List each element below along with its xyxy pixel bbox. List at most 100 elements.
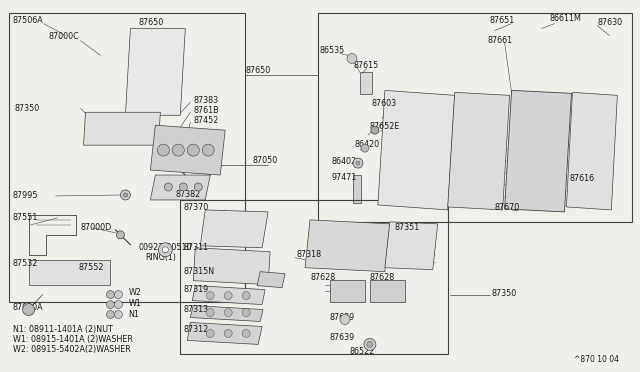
Bar — [330, 280, 365, 302]
Polygon shape — [29, 260, 111, 285]
Circle shape — [367, 341, 373, 347]
Circle shape — [340, 314, 350, 324]
Circle shape — [353, 158, 363, 168]
Text: 87639: 87639 — [330, 313, 355, 322]
Circle shape — [115, 291, 122, 299]
Text: W1: 08915-1401A (2)WASHER: W1: 08915-1401A (2)WASHER — [13, 335, 132, 344]
Text: 86535: 86535 — [320, 46, 345, 55]
Circle shape — [158, 243, 172, 257]
Text: 87639: 87639 — [330, 333, 355, 342]
Text: 87551: 87551 — [13, 214, 38, 222]
Text: 87670: 87670 — [495, 203, 520, 212]
Text: 87351: 87351 — [395, 223, 420, 232]
Circle shape — [356, 161, 360, 165]
Text: 87319: 87319 — [183, 285, 209, 294]
Circle shape — [179, 183, 188, 191]
Text: 87050: 87050 — [252, 155, 277, 164]
Text: 87452: 87452 — [193, 116, 219, 125]
Polygon shape — [192, 286, 265, 305]
Text: 87370: 87370 — [183, 203, 209, 212]
Text: 87315N: 87315N — [183, 267, 214, 276]
Polygon shape — [150, 125, 225, 175]
Polygon shape — [378, 90, 454, 210]
Text: 87312: 87312 — [183, 325, 209, 334]
Polygon shape — [200, 210, 268, 248]
Text: 87616: 87616 — [570, 173, 595, 183]
Text: 87628: 87628 — [310, 273, 335, 282]
Text: W2: 08915-5402A(2)WASHER: W2: 08915-5402A(2)WASHER — [13, 345, 131, 354]
Polygon shape — [188, 323, 262, 344]
Text: W1: W1 — [129, 299, 141, 308]
Circle shape — [242, 330, 250, 337]
Text: 87552: 87552 — [79, 263, 104, 272]
Text: 87652E: 87652E — [370, 122, 400, 131]
Circle shape — [157, 144, 170, 156]
Polygon shape — [190, 305, 263, 321]
Circle shape — [120, 190, 131, 200]
Polygon shape — [150, 175, 210, 200]
Polygon shape — [566, 92, 618, 210]
Circle shape — [206, 330, 214, 337]
Text: 87615: 87615 — [354, 61, 379, 70]
Circle shape — [371, 126, 379, 134]
Text: ^870 10 04: ^870 10 04 — [574, 355, 620, 364]
Circle shape — [195, 183, 202, 191]
Polygon shape — [504, 90, 572, 212]
Circle shape — [224, 330, 232, 337]
Text: 87382: 87382 — [175, 190, 200, 199]
Circle shape — [164, 183, 172, 191]
Bar — [9, 13, 245, 302]
Text: 87318: 87318 — [296, 250, 321, 259]
Text: 87000C: 87000C — [49, 32, 79, 41]
Circle shape — [22, 304, 35, 315]
Text: W2: W2 — [129, 288, 141, 297]
Circle shape — [172, 144, 184, 156]
Text: 87311: 87311 — [183, 243, 209, 252]
Text: 97471: 97471 — [332, 173, 357, 182]
Text: 87383: 87383 — [193, 96, 218, 105]
Polygon shape — [448, 92, 509, 210]
Text: 87313: 87313 — [183, 305, 209, 314]
Circle shape — [106, 311, 115, 318]
Polygon shape — [193, 248, 270, 285]
Text: 87532: 87532 — [13, 259, 38, 268]
Text: 87603: 87603 — [372, 99, 397, 108]
Circle shape — [206, 308, 214, 317]
Circle shape — [202, 144, 214, 156]
Text: N1: N1 — [129, 310, 140, 319]
Bar — [518, 105, 563, 200]
Text: 87350: 87350 — [15, 104, 40, 113]
Circle shape — [188, 144, 199, 156]
Text: 87000D: 87000D — [81, 223, 112, 232]
Text: 8761B: 8761B — [193, 106, 219, 115]
Text: 87995: 87995 — [13, 192, 38, 201]
Circle shape — [115, 311, 122, 318]
Circle shape — [224, 308, 232, 317]
Text: 87661: 87661 — [488, 36, 513, 45]
Text: 87650: 87650 — [245, 66, 271, 75]
Text: 86611M: 86611M — [550, 14, 581, 23]
Circle shape — [242, 292, 250, 299]
Circle shape — [116, 231, 124, 239]
Polygon shape — [385, 222, 438, 270]
Text: 86402: 86402 — [332, 157, 357, 166]
Circle shape — [242, 308, 250, 317]
Circle shape — [124, 193, 127, 197]
Circle shape — [163, 247, 168, 253]
Bar — [318, 13, 632, 222]
Text: RING(1): RING(1) — [145, 253, 177, 262]
Bar — [180, 200, 448, 355]
Polygon shape — [125, 29, 186, 115]
Polygon shape — [83, 112, 161, 145]
Polygon shape — [305, 220, 390, 272]
Circle shape — [206, 292, 214, 299]
Circle shape — [115, 301, 122, 308]
Circle shape — [106, 301, 115, 308]
Text: 00922-50510: 00922-50510 — [138, 243, 192, 252]
Text: 87650: 87650 — [138, 18, 164, 27]
Text: N1: 08911-1401A (2)NUT: N1: 08911-1401A (2)NUT — [13, 325, 113, 334]
Circle shape — [106, 291, 115, 299]
Text: 87628: 87628 — [370, 273, 395, 282]
Text: 86522: 86522 — [350, 347, 375, 356]
Text: 87350: 87350 — [492, 289, 517, 298]
